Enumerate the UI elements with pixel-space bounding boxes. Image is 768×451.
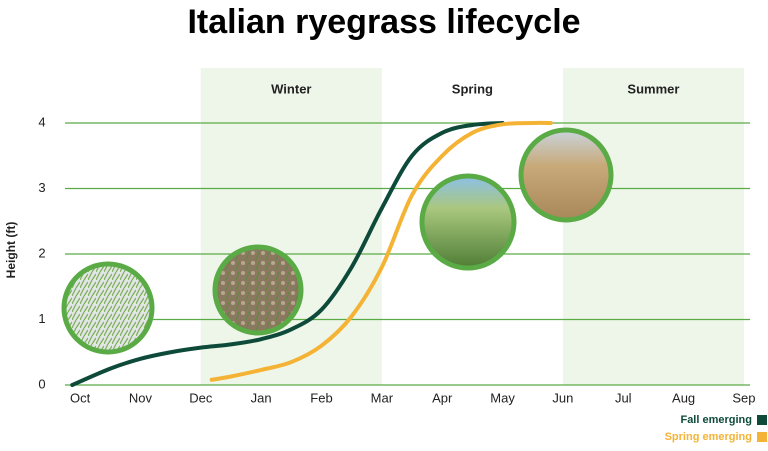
lines — [70, 120, 553, 387]
photo — [518, 127, 614, 223]
legend-swatch — [757, 415, 767, 425]
season-bands: Winter Spring Summer — [200, 68, 744, 385]
x-tick-label: Aug — [672, 390, 695, 405]
x-tick-label: Jan — [251, 390, 272, 405]
y-tick-label: 3 — [38, 180, 45, 195]
season-band — [562, 68, 744, 385]
grid: 0 1 2 3 4 Oct Nov Dec Jan Feb Mar Apr May Jun Jul Aug Se… — [38, 114, 755, 405]
y-tick-label: 1 — [38, 311, 45, 326]
legend-label: Fall emerging — [680, 414, 752, 426]
x-tick-label: Feb — [310, 390, 332, 405]
x-tick-label: Sep — [732, 390, 755, 405]
legend: Fall emerging Spring emerging — [665, 414, 767, 443]
x-tick-label: Jul — [615, 390, 632, 405]
season-label: Summer — [627, 81, 679, 96]
series-line — [209, 120, 553, 382]
x-tick-label: May — [490, 390, 515, 405]
x-tick-label: Oct — [70, 390, 91, 405]
x-tick-label: Nov — [129, 390, 153, 405]
x-tick-label: Dec — [189, 390, 213, 405]
x-tick-label: Mar — [371, 390, 394, 405]
y-tick-label: 4 — [38, 114, 45, 129]
season-label: Spring — [452, 81, 493, 96]
x-tick-label: Apr — [432, 390, 453, 405]
legend-label: Spring emerging — [665, 431, 752, 443]
chart-title: Italian ryegrass lifecycle — [187, 3, 580, 41]
x-tick-label: Jun — [552, 390, 573, 405]
series-line — [70, 121, 505, 387]
photo — [61, 261, 155, 355]
photo — [419, 173, 517, 271]
y-tick-label: 2 — [38, 245, 45, 260]
season-label: Winter — [271, 81, 311, 96]
y-tick-label: 0 — [38, 376, 45, 391]
photos — [61, 127, 614, 355]
season-band — [200, 68, 382, 385]
photo — [212, 244, 304, 336]
legend-swatch — [757, 432, 767, 442]
y-axis-label: Height (ft) — [4, 222, 18, 279]
